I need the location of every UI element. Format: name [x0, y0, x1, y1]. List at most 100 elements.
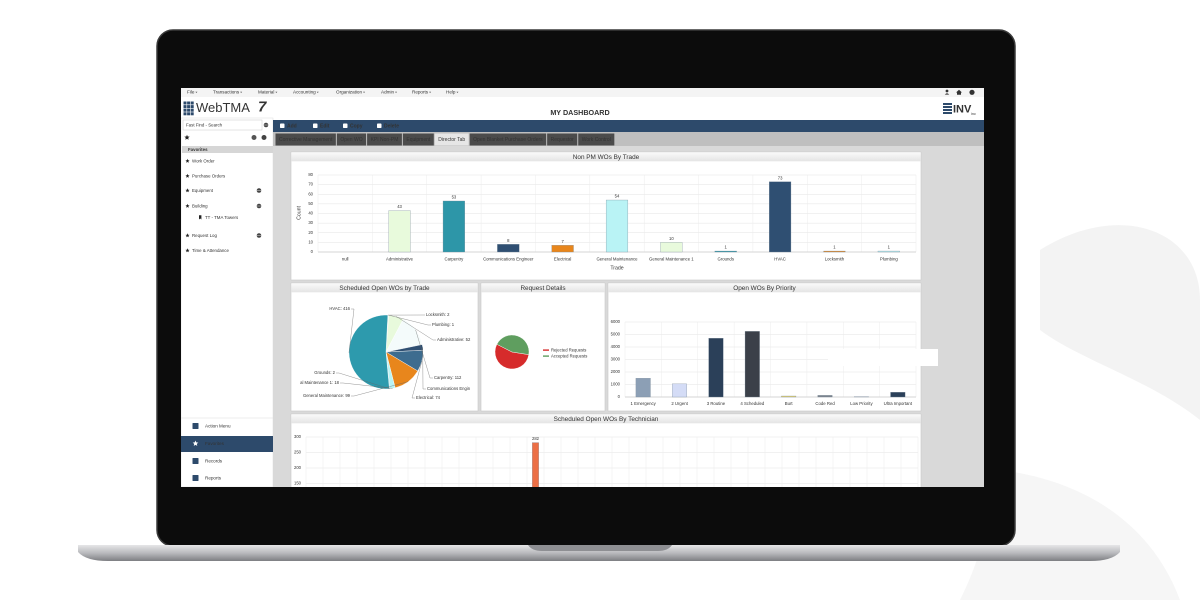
bar — [605, 199, 629, 253]
pie-chart: Locksmith: 2 Plumbing: 1 Administrative: 5… — [300, 306, 471, 400]
bar — [672, 383, 687, 398]
logo-grid — [190, 108, 194, 112]
y-tick-label: 10 — [308, 239, 313, 244]
nav-item[interactable]: Favorites — [205, 441, 225, 446]
toolbar-button[interactable]: Copy — [350, 124, 363, 130]
menu-item[interactable]: File — [187, 90, 195, 95]
tab-label[interactable]: KPI Non-PM — [371, 137, 399, 143]
tab[interactable]: Requestor — [547, 133, 578, 146]
x-tick-label: 2 Urgent — [671, 401, 688, 406]
sidebar-item[interactable]: TT - TMA Towers — [205, 215, 239, 220]
panel-title-bar — [291, 414, 921, 424]
tab-label[interactable]: Work Control — [582, 137, 611, 143]
sidebar-item[interactable]: Work Order — [192, 158, 215, 163]
home-icon[interactable] — [956, 89, 962, 95]
menu-caret — [240, 91, 243, 93]
help-icon[interactable] — [969, 89, 975, 95]
nav-item[interactable]: Reports — [205, 476, 222, 481]
toolbar-button[interactable]: Add — [287, 124, 297, 130]
menu-caret — [363, 91, 366, 93]
tab[interactable]: KPI Non-PM — [367, 133, 402, 146]
panel-title: Scheduled Open WOs By Technician — [554, 416, 659, 423]
menu-caret — [456, 91, 459, 93]
y-tick-label: 20 — [308, 230, 313, 235]
y-tick-label: 6000 — [611, 319, 621, 324]
menu-item[interactable]: Accounting — [293, 90, 316, 95]
logo-grid — [190, 105, 194, 109]
x-tick-label: Communications Engineer — [483, 257, 534, 262]
tab-label[interactable]: Corrective Management — [279, 137, 333, 143]
tab-label[interactable]: Requestor — [551, 137, 574, 143]
bar — [781, 395, 797, 398]
user-icon — [945, 89, 949, 93]
y-tick-label: 30 — [308, 220, 313, 225]
nav-icon — [192, 423, 199, 429]
value-label: 73 — [778, 175, 783, 180]
tab-background — [402, 133, 434, 146]
x-tick-label: 1 Emergency — [631, 401, 657, 406]
tab-label[interactable]: Open WO — [340, 137, 362, 143]
x-tick-label: General Maintenance — [596, 257, 638, 262]
bar — [817, 395, 833, 398]
tab-label[interactable]: Equipment — [406, 137, 431, 143]
y-tick-label: 1000 — [611, 382, 621, 387]
tab[interactable]: Open WO — [336, 133, 367, 146]
value-label: 8 — [507, 238, 510, 243]
toolbar-button[interactable]: Delete — [384, 124, 399, 130]
search-placeholder: Fast Find - Search — [186, 123, 223, 128]
nav-icon — [192, 440, 199, 446]
x-tick-label: General Maintenance 1 — [649, 257, 694, 262]
value-label: 43 — [397, 204, 402, 209]
y-axis-title: Count — [296, 206, 302, 220]
menu-item[interactable]: Reports — [412, 90, 429, 95]
logo-grid — [183, 108, 187, 112]
menu-caret — [316, 91, 319, 93]
tab-background — [547, 133, 578, 146]
pie-label: HVAC: 416 — [329, 306, 350, 311]
leader-line — [415, 329, 433, 379]
tab[interactable]: Work Control — [578, 133, 615, 146]
tab[interactable]: Equipment — [402, 133, 434, 146]
add-icon[interactable] — [261, 135, 267, 140]
sidebar-item[interactable]: Time & Attendance — [192, 248, 229, 253]
logo: WebTMA — [196, 100, 250, 115]
nav-item[interactable]: Action Menu — [205, 424, 231, 429]
panel-title-bar — [481, 283, 605, 293]
x-tick-label: null — [342, 257, 349, 262]
favorites-header — [182, 146, 273, 153]
y-tick-label: 250 — [294, 450, 302, 455]
sidebar-item[interactable]: Equipment — [192, 188, 214, 193]
menu-item[interactable]: Admin — [381, 90, 394, 95]
overlay-box — [828, 349, 938, 366]
toolbar-icon — [343, 123, 348, 128]
menu-item[interactable]: Material — [258, 90, 274, 95]
tab-label[interactable]: Director Tab — [438, 137, 465, 143]
sidebar-item[interactable]: Building — [192, 203, 208, 208]
value-label: 1 — [833, 245, 836, 250]
logo-version: 7 — [258, 98, 267, 115]
search-box[interactable] — [182, 119, 263, 131]
tab-label[interactable]: Open Blanket Purchase Orders — [473, 137, 543, 143]
sidebar-item[interactable]: Purchase Orders — [192, 173, 226, 178]
nav-item[interactable]: Records — [205, 459, 223, 464]
tab[interactable]: Open Blanket Purchase Orders — [469, 133, 547, 146]
bar — [660, 242, 683, 253]
sidebar-item[interactable]: Request Log — [192, 233, 217, 238]
value-label: 7 — [561, 239, 564, 244]
logo-grid — [190, 101, 194, 105]
toolbar-button[interactable]: Edit — [320, 124, 330, 130]
tab[interactable]: Director Tab — [434, 133, 469, 146]
leader-line — [388, 314, 431, 326]
y-tick-label: 60 — [308, 191, 313, 196]
legend-label: Rejected Requests — [551, 347, 586, 352]
panel-title: Non PM WOs By Trade — [573, 154, 640, 161]
tab[interactable]: Corrective Management — [275, 133, 336, 146]
menu-item[interactable]: Organization — [336, 90, 362, 95]
panel-title: Open WOs By Priority — [733, 285, 796, 292]
menu-item[interactable]: Help — [446, 90, 456, 95]
menu-item[interactable]: Transactions — [213, 90, 240, 95]
leader-line — [422, 347, 426, 390]
settings-icon[interactable] — [251, 135, 257, 140]
legend-label: Accepted Requests — [551, 353, 587, 358]
pie-label: General Maintenance: 99 — [303, 393, 351, 398]
